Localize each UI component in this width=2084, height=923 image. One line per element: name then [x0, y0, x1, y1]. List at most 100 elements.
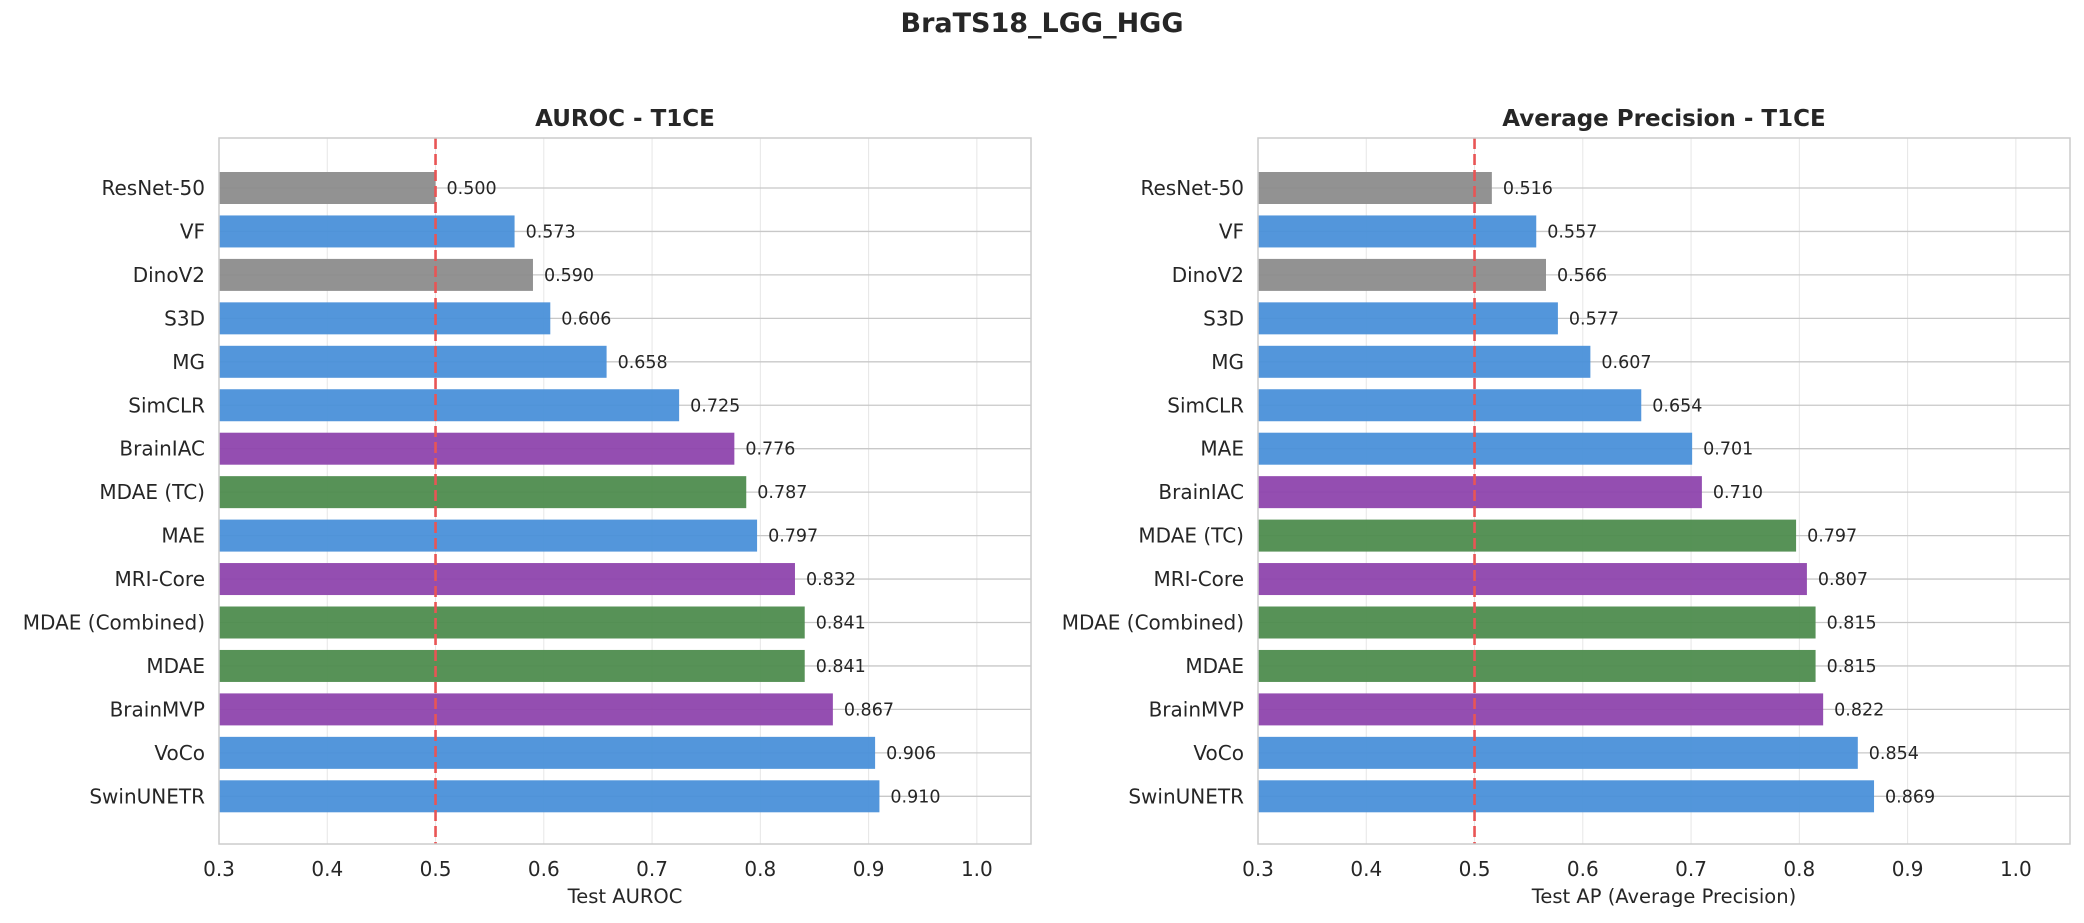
- data-label: 0.557: [1547, 222, 1597, 242]
- data-label: 0.725: [690, 396, 740, 416]
- x-tick-label: 0.5: [1459, 857, 1491, 881]
- data-label: 0.797: [768, 527, 818, 547]
- data-label: 0.797: [1807, 527, 1857, 547]
- data-label: 0.607: [1601, 353, 1651, 373]
- y-tick-label: S3D: [164, 306, 205, 330]
- bar: [1258, 215, 1537, 248]
- data-label: 0.787: [757, 483, 807, 503]
- bar: [1258, 476, 1702, 509]
- x-tick-label: 0.7: [636, 857, 668, 881]
- y-tick-label: MAE: [1200, 437, 1244, 461]
- x-tick-label: 0.3: [203, 857, 235, 881]
- chart-title: Average Precision - T1CE: [1502, 106, 1825, 132]
- y-tick-label: VoCo: [154, 741, 205, 765]
- y-tick-label: MDAE: [146, 654, 205, 678]
- bar: [1258, 172, 1492, 204]
- x-axis-label: Test AP (Average Precision): [1531, 885, 1796, 908]
- data-label: 0.590: [544, 266, 594, 286]
- chart-panel-2: 0.516 0.557 0.566 0.577 0.607 0.654 0.701 0.710…: [1062, 106, 2071, 908]
- bar: [219, 432, 735, 465]
- figure-title: BraTS18_LGG_HGG: [900, 8, 1184, 39]
- bar: [219, 258, 533, 291]
- bar: [1258, 302, 1558, 335]
- x-tick-label: 0.8: [1783, 857, 1815, 881]
- data-label: 0.815: [1827, 614, 1877, 634]
- x-tick-label: 0.6: [1567, 857, 1599, 881]
- y-tick-label: BrainIAC: [1158, 480, 1244, 504]
- bar: [1258, 345, 1591, 378]
- y-tick-label: SimCLR: [128, 393, 205, 417]
- y-tick-label: VF: [180, 219, 205, 243]
- data-label: 0.606: [561, 309, 611, 329]
- x-tick-label: 1.0: [2000, 857, 2032, 881]
- bar: [219, 693, 833, 726]
- x-tick-label: 0.5: [420, 857, 452, 881]
- data-label: 0.815: [1827, 657, 1877, 677]
- bar: [1258, 780, 1875, 813]
- chart-title: AUROC - T1CE: [535, 106, 715, 132]
- axes-frame: [1257, 137, 2071, 845]
- y-tick-label: MDAE (TC): [99, 480, 205, 504]
- bar: [219, 345, 607, 378]
- y-tick-label: MG: [1211, 350, 1244, 374]
- data-label: 0.658: [618, 353, 668, 373]
- x-tick-label: 0.7: [1675, 857, 1707, 881]
- bar: [1258, 258, 1546, 291]
- data-label: 0.854: [1869, 744, 1919, 764]
- data-label: 0.841: [816, 657, 866, 677]
- x-tick-label: 0.9: [1892, 857, 1924, 881]
- y-tick-label: MRI-Core: [1153, 567, 1244, 591]
- bar: [219, 606, 805, 639]
- y-tick-label: SwinUNETR: [89, 784, 205, 808]
- y-tick-label: ResNet-50: [1141, 176, 1245, 200]
- y-tick-label: MDAE: [1185, 654, 1244, 678]
- bar: [1258, 389, 1642, 422]
- data-label: 0.566: [1557, 266, 1607, 286]
- data-label: 0.654: [1652, 396, 1702, 416]
- y-tick-label: DinoV2: [133, 263, 205, 287]
- x-axis-label: Test AUROC: [567, 885, 683, 908]
- x-tick-label: 0.4: [311, 857, 343, 881]
- y-tick-label: BrainIAC: [119, 437, 205, 461]
- data-label: 0.516: [1503, 179, 1553, 199]
- x-tick-label: 0.9: [853, 857, 885, 881]
- bar: [219, 476, 747, 509]
- chart-panel-1: 0.500 0.573 0.590 0.606 0.658 0.725 0.776 0.787…: [23, 106, 1032, 908]
- bar: [1258, 606, 1816, 639]
- y-tick-label: VoCo: [1193, 741, 1244, 765]
- bar: [219, 736, 876, 769]
- y-tick-label: ResNet-50: [102, 176, 206, 200]
- data-label: 0.807: [1818, 570, 1868, 590]
- data-label: 0.822: [1834, 700, 1884, 720]
- y-tick-label: DinoV2: [1172, 263, 1244, 287]
- bar: [1258, 736, 1858, 769]
- data-label: 0.841: [816, 614, 866, 634]
- bar: [219, 389, 680, 422]
- bar: [219, 215, 515, 248]
- y-tick-label: MDAE (Combined): [1062, 611, 1244, 635]
- bar: [1258, 563, 1807, 596]
- data-label: 0.573: [526, 222, 576, 242]
- bar: [219, 780, 880, 813]
- bar: [1258, 519, 1797, 552]
- y-tick-label: VF: [1219, 219, 1244, 243]
- data-label: 0.910: [890, 787, 940, 807]
- bar: [1258, 649, 1816, 682]
- bar: [219, 563, 795, 596]
- x-tick-label: 0.6: [528, 857, 560, 881]
- bar: [219, 302, 551, 335]
- data-label: 0.906: [886, 744, 936, 764]
- data-label: 0.577: [1569, 309, 1619, 329]
- data-label: 0.710: [1713, 483, 1763, 503]
- x-tick-label: 0.3: [1242, 857, 1274, 881]
- x-tick-label: 1.0: [961, 857, 993, 881]
- axes-frame: [218, 137, 1032, 845]
- x-tick-label: 0.4: [1350, 857, 1382, 881]
- y-tick-label: S3D: [1203, 306, 1244, 330]
- data-label: 0.867: [844, 700, 894, 720]
- y-tick-label: MRI-Core: [114, 567, 205, 591]
- data-label: 0.832: [806, 570, 856, 590]
- y-tick-label: BrainMVP: [110, 697, 205, 721]
- data-label: 0.500: [447, 179, 497, 199]
